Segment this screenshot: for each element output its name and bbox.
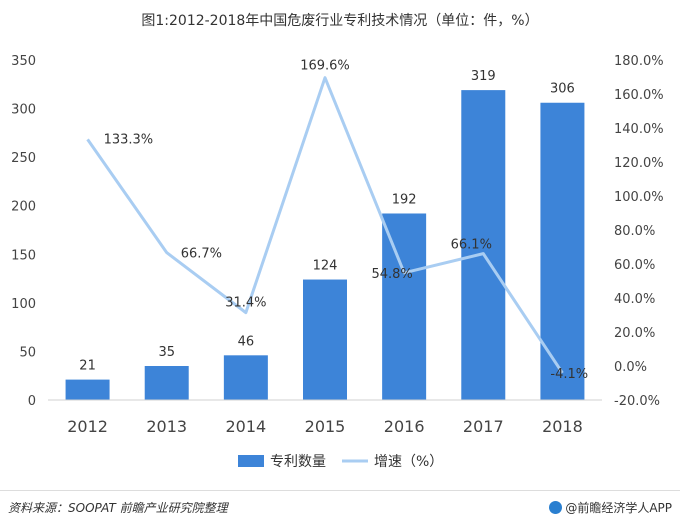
right-tick-label: 60.0%	[614, 258, 655, 273]
x-tick-label: 2013	[146, 417, 187, 436]
brand-logo-icon	[549, 501, 563, 514]
legend: 专利数量 增速（%）	[238, 454, 443, 470]
left-tick-label: 250	[11, 151, 36, 166]
line-value-label: 169.6%	[300, 59, 350, 74]
left-tick-label: 350	[11, 54, 36, 69]
line-value-label: 54.8%	[371, 267, 412, 282]
bar-value-label: 21	[79, 359, 96, 374]
footer-divider	[0, 490, 680, 491]
brand-credit: @前瞻经济学人APP	[549, 499, 672, 516]
right-tick-label: 80.0%	[614, 224, 655, 239]
bar-2018	[540, 102, 585, 400]
right-tick-label: 100.0%	[614, 190, 664, 205]
right-tick-label: -20.0%	[614, 394, 660, 409]
left-tick-label: 200	[11, 200, 36, 215]
right-tick-label: 140.0%	[614, 122, 664, 137]
bar-value-label: 319	[471, 69, 496, 84]
bar-value-label: 35	[158, 345, 175, 360]
bar-2014	[223, 355, 268, 400]
x-tick-label: 2014	[225, 417, 266, 436]
line-value-label: -4.1%	[550, 367, 588, 382]
line-value-label: 31.4%	[225, 296, 266, 311]
data-labels: 21 35 46 124 192 319 306 133.3% 66.7% 31.4% 169.6%…	[79, 59, 588, 382]
chart-title: 图1:2012-2018年中国危废行业专利技术情况（单位：件，%）	[141, 13, 539, 29]
bar-value-label: 46	[238, 334, 255, 349]
legend-bar-swatch	[238, 455, 264, 467]
line-series	[86, 76, 564, 374]
bar-series	[65, 90, 585, 400]
x-tick-label: 2012	[67, 417, 108, 436]
brand-credit-text: @前瞻经济学人APP	[565, 501, 672, 515]
left-tick-label: 50	[19, 345, 36, 360]
bar-value-label: 124	[313, 259, 338, 274]
left-tick-label: 100	[11, 297, 36, 312]
x-tick-label: 2017	[463, 417, 504, 436]
bar-2012	[65, 379, 110, 400]
source-note: 资料来源：SOOPAT 前瞻产业研究院整理	[8, 501, 228, 515]
bar-2013	[144, 366, 189, 400]
bar-value-label: 192	[392, 192, 417, 207]
right-tick-label: 20.0%	[614, 326, 655, 341]
x-tick-label: 2018	[542, 417, 583, 436]
line-value-label: 66.1%	[451, 238, 492, 253]
growth-line	[86, 76, 564, 374]
x-tick-label: 2016	[384, 417, 425, 436]
axes: 0 50 100 150 200 250 300 350 -20.0% 0.0% 20.0% 40.0…	[11, 54, 663, 436]
line-value-label: 133.3%	[104, 132, 154, 147]
left-tick-label: 0	[28, 394, 36, 409]
right-tick-label: 0.0%	[614, 360, 647, 375]
right-tick-label: 160.0%	[614, 88, 664, 103]
bar-value-label: 306	[550, 82, 575, 97]
right-tick-label: 120.0%	[614, 156, 664, 171]
legend-bar-label: 专利数量	[270, 454, 326, 470]
right-tick-label: 180.0%	[614, 54, 664, 69]
right-tick-label: 40.0%	[614, 292, 655, 307]
bar-2016	[382, 213, 427, 400]
bar-2015	[303, 279, 347, 400]
bar-2017	[461, 90, 506, 400]
line-value-label: 66.7%	[181, 247, 222, 262]
left-tick-label: 150	[11, 248, 36, 263]
left-tick-label: 300	[11, 103, 36, 118]
x-tick-label: 2015	[305, 417, 346, 436]
legend-line-label: 增速（%）	[374, 454, 443, 470]
